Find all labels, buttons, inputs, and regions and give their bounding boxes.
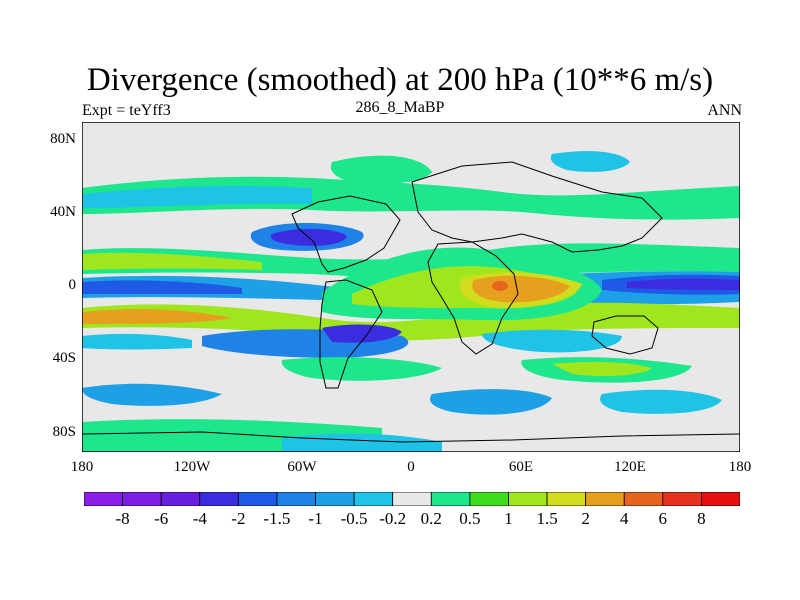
season-label: ANN	[707, 102, 742, 119]
colorbar-box	[392, 492, 432, 506]
lon-tick-120w: 120W	[173, 459, 211, 475]
contour-bands	[82, 151, 740, 452]
colorbar-box	[623, 492, 664, 506]
colorbar-box	[84, 492, 123, 506]
plot-title: Divergence (smoothed) at 200 hPa (10**6 …	[86, 62, 714, 98]
colorbar-label: 0.5	[459, 509, 481, 528]
colorbar-label: 1.5	[536, 509, 558, 528]
colorbar-label: -1	[308, 509, 323, 528]
colorbar-box	[585, 492, 625, 506]
colorbar-label: 6	[658, 509, 668, 528]
experiment-label: Expt = teYff3	[82, 102, 171, 119]
colorbar-box	[662, 492, 702, 506]
divergence-map	[82, 122, 740, 452]
lat-tick-80n: 80N	[50, 131, 76, 147]
colorbar-label: 1	[504, 509, 513, 528]
colorbar-box	[353, 492, 394, 506]
colorbar-box	[315, 492, 355, 506]
colorbar-label: -2	[231, 509, 246, 528]
lon-tick-120e: 120E	[614, 459, 646, 475]
lon-tick-60w: 60W	[287, 459, 317, 475]
lat-tick-0: 0	[68, 277, 77, 293]
lon-tick-60e: 60E	[508, 459, 534, 475]
colorbar-box	[276, 492, 316, 506]
colorbar-label: -0.2	[379, 509, 407, 528]
colorbar-label: -0.5	[340, 509, 368, 528]
colorbar-label: -6	[154, 509, 169, 528]
colorbar-box	[122, 492, 162, 506]
colorbar-label: 8	[697, 509, 706, 528]
lon-tick-180e: 180	[728, 459, 752, 475]
colorbar-label: -4	[192, 509, 207, 528]
colorbar-label: -8	[115, 509, 130, 528]
lat-tick-40s: 40S	[52, 350, 76, 366]
colorbar-box	[160, 492, 201, 506]
colorbar-label: 0.2	[420, 509, 442, 528]
colorbar-label: -1.5	[263, 509, 291, 528]
lat-tick-40n: 40N	[50, 204, 76, 220]
colorbar-box	[199, 492, 239, 506]
colorbar	[84, 492, 740, 506]
colorbar-box	[430, 492, 471, 506]
colorbar-box	[237, 492, 278, 506]
colorbar-box	[701, 492, 740, 506]
lon-tick-0: 0	[407, 459, 415, 475]
colorbar-box	[469, 492, 509, 506]
colorbar-box	[508, 492, 548, 506]
case-label: 286_8_MaBP	[355, 99, 445, 116]
coastlines	[82, 161, 740, 443]
colorbar-label: 2	[581, 509, 590, 528]
colorbar-label: 4	[619, 509, 629, 528]
lat-tick-80s: 80S	[52, 424, 76, 440]
lon-tick-180w: 180	[70, 459, 94, 475]
colorbar-box	[546, 492, 587, 506]
